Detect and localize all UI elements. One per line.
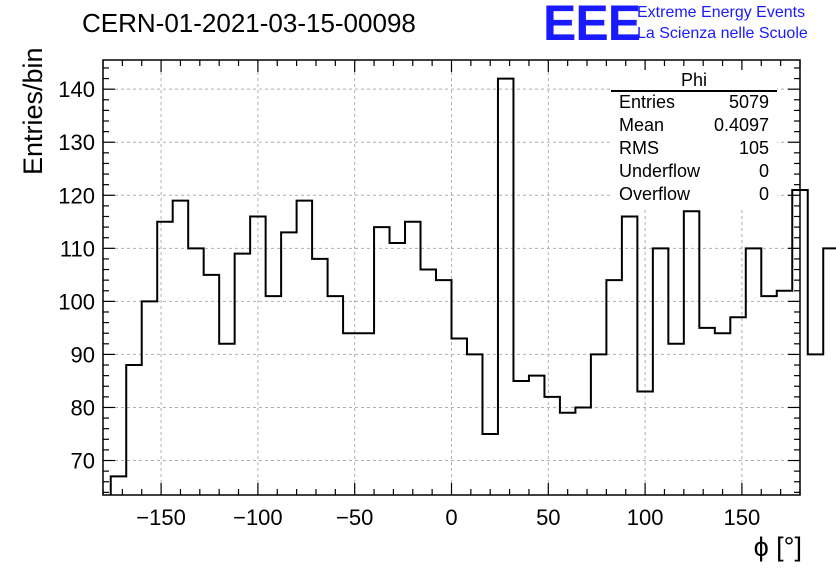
histogram-bin: [126, 365, 141, 495]
histogram-bin: [173, 201, 188, 495]
histogram-bin: [436, 280, 451, 495]
x-tick-label: −150: [136, 505, 186, 530]
y-axis-label: Entries/bin: [18, 47, 48, 175]
stats-box: Phi Entries 5079 Mean 0.4097 RMS 105 Und…: [611, 70, 777, 208]
histogram-bin: [730, 317, 745, 495]
histogram-bin: [374, 227, 389, 495]
histogram-bin: [606, 280, 621, 495]
stats-value: 0.4097: [713, 115, 769, 135]
stats-value: 5079: [728, 92, 769, 112]
x-tick-label: 0: [445, 505, 457, 530]
histogram-bin: [250, 216, 265, 495]
histogram-bin: [746, 248, 761, 495]
y-tick-label: 90: [71, 342, 95, 367]
stats-label: Entries: [619, 92, 676, 112]
chart-title: CERN-01-2021-03-15-00098: [82, 8, 416, 38]
histogram-outline: [109, 77, 836, 495]
histogram-bin: [637, 392, 652, 495]
y-tick-label: 140: [58, 77, 95, 102]
histogram-bin: [761, 296, 776, 495]
histogram-bin: [343, 333, 358, 495]
histogram-bin: [390, 243, 405, 495]
histogram-bin: [142, 301, 157, 495]
x-tick-label: 100: [627, 505, 664, 530]
stats-row-entries: Entries 5079: [619, 92, 769, 114]
y-tick-label: 120: [58, 183, 95, 208]
histogram-bin: [715, 333, 730, 495]
y-tick-label: 110: [60, 236, 95, 261]
histogram-bin: [622, 216, 637, 495]
histogram-bin: [452, 339, 467, 495]
stats-row-mean: Mean 0.4097: [619, 115, 769, 137]
histogram-bin: [560, 413, 575, 495]
stats-label: RMS: [619, 138, 659, 158]
histogram-bin: [111, 476, 126, 495]
histogram-bin: [777, 291, 792, 495]
stats-box-divider: [611, 90, 777, 92]
x-axis-label: ϕ [°]: [753, 532, 802, 562]
eee-logo: EEE: [543, 0, 641, 51]
histogram-bin: [235, 254, 250, 495]
histogram-bin: [281, 232, 296, 495]
y-tick-label: 130: [58, 130, 95, 155]
histogram-bin: [808, 354, 823, 495]
histogram-bin: [188, 248, 203, 495]
histogram-bin: [204, 275, 219, 495]
stats-row-rms: RMS 105: [619, 138, 769, 160]
stats-label: Underflow: [619, 161, 701, 181]
histogram-bin: [219, 344, 234, 495]
stats-box-title: Phi: [680, 70, 707, 90]
histogram-bin: [266, 296, 281, 495]
histogram-bin: [653, 248, 668, 495]
histogram-bin: [498, 79, 513, 495]
histogram-bin: [529, 376, 544, 495]
histogram-bin: [297, 201, 312, 495]
x-tick-label: −50: [336, 505, 373, 530]
histogram-bin: [312, 259, 327, 495]
histogram-bin: [421, 270, 436, 495]
histogram-bin: [684, 211, 699, 495]
stats-value: 0: [758, 161, 769, 181]
histogram-bin: [359, 333, 374, 495]
stats-label: Mean: [619, 115, 665, 135]
histogram-bin: [544, 397, 559, 495]
y-tick-label: 100: [58, 289, 95, 314]
logo-subtitle-line2: La Scienza nelle Scuole: [637, 25, 808, 42]
logo-subtitle-line1: Extreme Energy Events: [637, 4, 806, 21]
histogram-bin: [668, 344, 683, 495]
x-tick-label: 50: [536, 505, 560, 530]
histogram-bin: [575, 407, 590, 495]
histogram-bin: [467, 354, 482, 495]
x-tick-label: −100: [233, 505, 283, 530]
histogram-bin: [482, 434, 497, 495]
x-tick-label: 150: [724, 505, 761, 530]
histogram-bin: [699, 328, 714, 495]
stats-row-overflow: Overflow 0: [619, 184, 769, 206]
histogram-bin: [405, 222, 420, 495]
stats-label: Overflow: [619, 184, 691, 204]
stats-row-underflow: Underflow 0: [619, 161, 769, 183]
y-tick-label: 70: [71, 449, 95, 474]
stats-value: 0: [758, 184, 769, 204]
y-tick-label: 80: [71, 395, 95, 420]
histogram-bin: [157, 222, 172, 495]
stats-value: 105: [738, 138, 769, 158]
histogram-bin: [591, 354, 606, 495]
histogram-bin: [513, 381, 528, 495]
histogram-bin: [823, 248, 836, 495]
histogram-bin: [328, 296, 343, 495]
